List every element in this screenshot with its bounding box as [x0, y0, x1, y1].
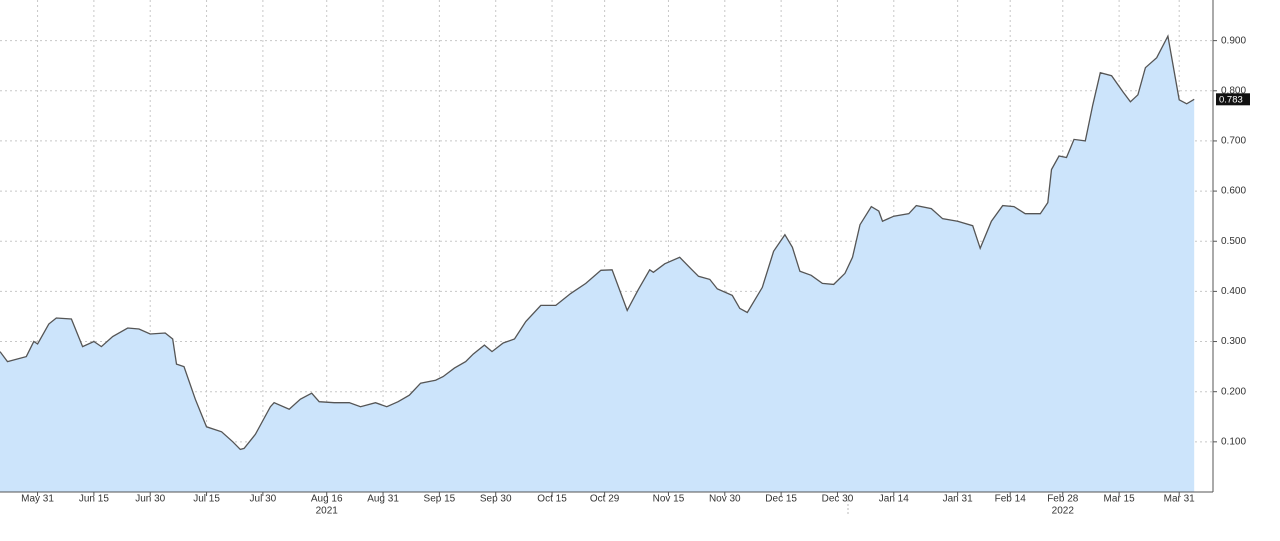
- y-tick-label: 0.800: [1221, 85, 1246, 96]
- x-tick-label: Aug 31: [367, 494, 399, 505]
- y-tick-label: 0.700: [1221, 136, 1246, 147]
- x-tick-label: Oct 29: [590, 494, 620, 505]
- x-tick-label: May 31: [21, 494, 54, 505]
- x-tick-label: Jun 15: [79, 494, 109, 505]
- x-tick-label: Dec 30: [822, 494, 854, 505]
- area-fill: [0, 36, 1195, 492]
- last-value-box: [1216, 93, 1250, 106]
- y-tick-label: 0.400: [1221, 286, 1246, 297]
- line: [0, 34, 1195, 451]
- x-tick-label: Nov 15: [653, 494, 685, 505]
- x-tick-label: Aug 16: [311, 494, 343, 505]
- y-tick-label: 0.600: [1221, 186, 1246, 197]
- y-tick-label: 0.300: [1221, 336, 1246, 347]
- y-tick-label: 0.100: [1221, 436, 1246, 447]
- y-tick-label: 0.200: [1221, 386, 1246, 397]
- x-tick-label: Mar 31: [1164, 494, 1196, 505]
- x-tick-label: Feb 14: [995, 494, 1027, 505]
- x-tick-label: Mar 15: [1104, 494, 1136, 505]
- last-value-label: 0.783: [1219, 94, 1243, 105]
- x-tick-label: Nov 30: [709, 494, 741, 505]
- x-tick-label: Jun 30: [135, 494, 165, 505]
- x-tick-label: Jan 14: [879, 494, 909, 505]
- x-year-label: 2022: [1052, 506, 1075, 517]
- x-tick-label: Jul 15: [193, 494, 220, 505]
- y-tick-label: 0.500: [1221, 236, 1246, 247]
- x-tick-label: Dec 15: [765, 494, 797, 505]
- x-tick-label: Jul 30: [250, 494, 277, 505]
- y-tick-label: 0.900: [1221, 35, 1246, 46]
- x-tick-label: Feb 28: [1047, 494, 1079, 505]
- x-year-label: 2021: [316, 506, 339, 517]
- x-tick-label: Sep 30: [480, 494, 512, 505]
- x-tick-label: Sep 15: [424, 494, 456, 505]
- x-tick-label: Oct 15: [537, 494, 567, 505]
- x-tick-label: Jan 31: [943, 494, 973, 505]
